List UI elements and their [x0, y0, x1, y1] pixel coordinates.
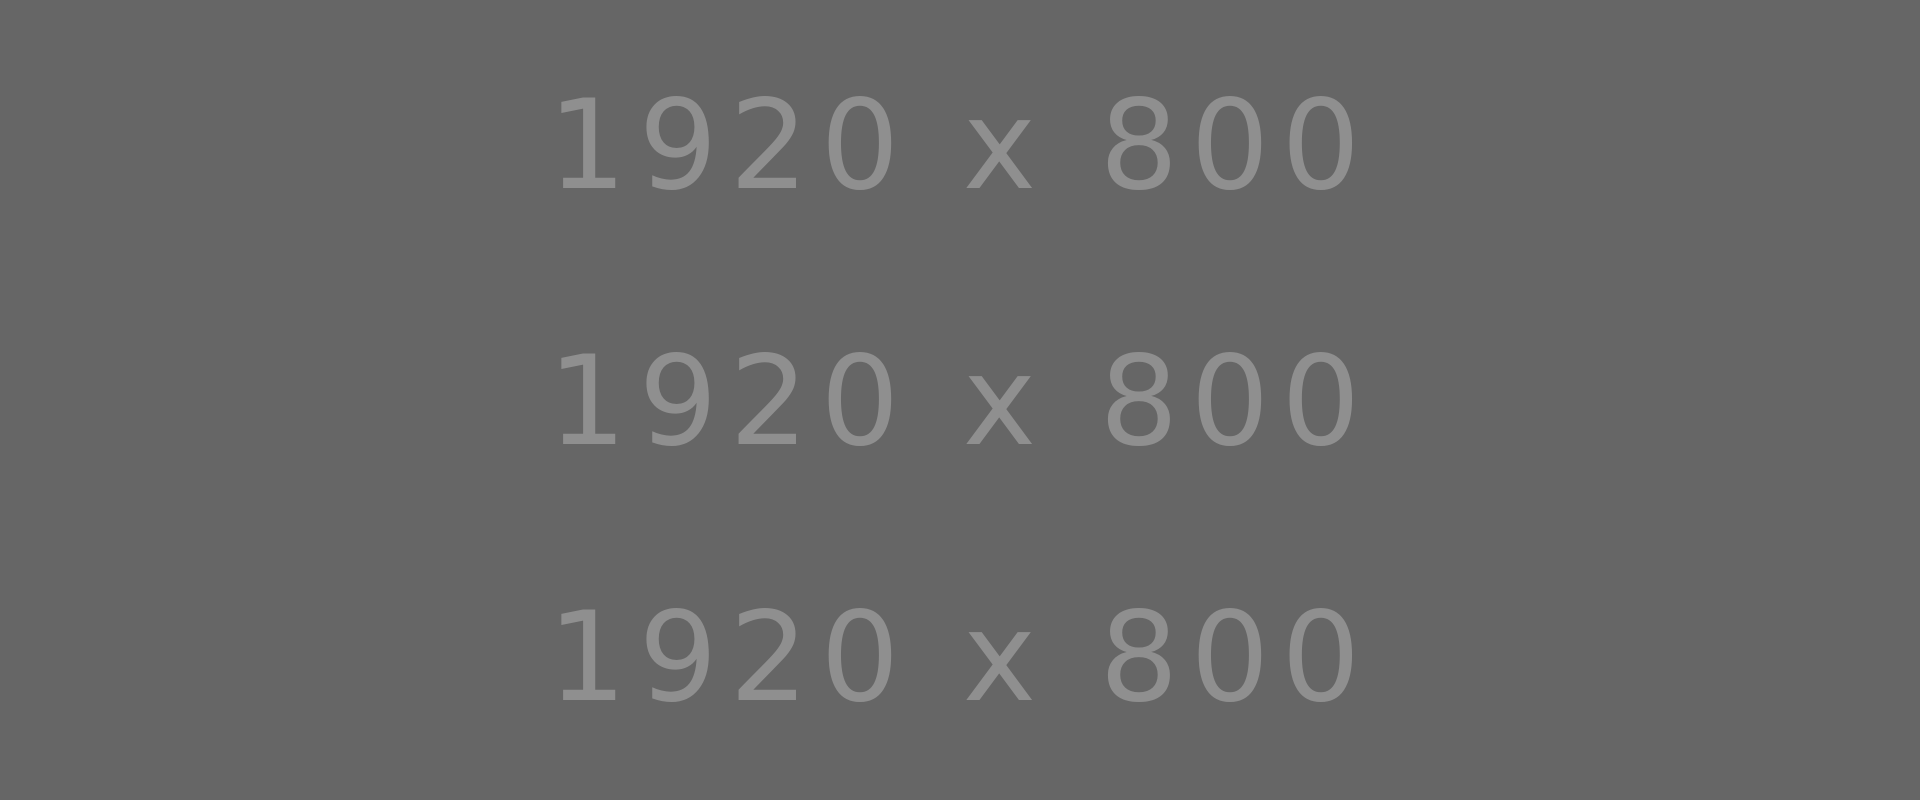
dimension-label: 1920 x 800: [547, 586, 1373, 730]
dimension-label: 1920 x 800: [547, 74, 1373, 218]
dimension-label: 1920 x 800: [547, 330, 1373, 474]
